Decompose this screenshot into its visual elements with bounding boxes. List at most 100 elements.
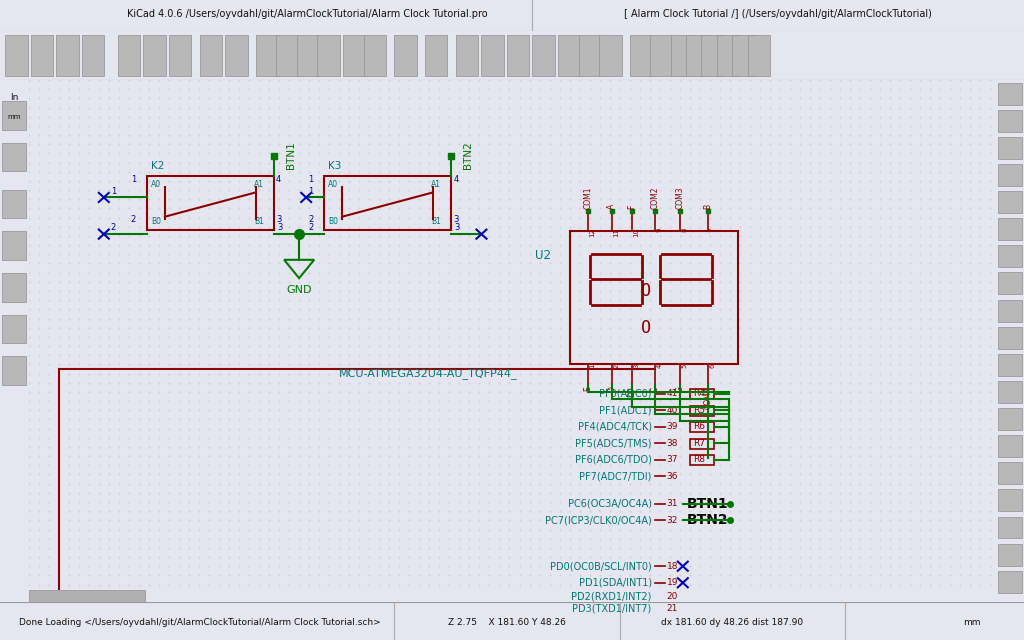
Bar [146,177,274,230]
Bar [169,35,191,76]
Text: 3: 3 [276,215,282,224]
Text: A0: A0 [328,180,338,189]
Bar [276,35,299,76]
Text: 32: 32 [667,516,678,525]
Text: 39: 39 [667,422,678,431]
Text: 10: 10 [634,228,640,237]
Bar [690,455,714,465]
Bar [532,35,555,76]
Text: O: O [641,319,650,337]
Bar [701,35,724,76]
Text: 2: 2 [613,364,620,368]
Bar [671,35,693,76]
Text: PF6(ADC6/TDO): PF6(ADC6/TDO) [574,455,651,465]
Text: PF7(ADC7/TDI): PF7(ADC7/TDI) [580,471,651,481]
Text: DP: DP [628,387,636,397]
Bar [690,406,714,416]
Text: O: O [641,282,650,300]
Bar [225,35,248,76]
Text: 6: 6 [710,364,716,368]
Text: 41: 41 [667,389,678,398]
Text: 1: 1 [131,175,136,184]
Text: 3: 3 [454,215,459,224]
Bar [2,101,27,129]
Text: 2: 2 [111,223,116,232]
Bar [2,356,27,385]
Text: 8: 8 [682,228,688,232]
Bar [690,422,714,432]
Text: PC6(OC3A/OC4A): PC6(OC3A/OC4A) [567,499,651,509]
Text: A: A [607,204,616,209]
Text: PC7(ICP3/CLK0/OC4A): PC7(ICP3/CLK0/OC4A) [545,515,651,525]
Text: BTN1: BTN1 [687,497,728,511]
Text: 20: 20 [667,592,678,601]
Text: F: F [628,205,636,209]
Text: BTN2: BTN2 [687,513,728,527]
Text: 1: 1 [111,187,116,196]
Text: BTN1: BTN1 [286,141,296,169]
Text: BTN2: BTN2 [464,141,473,169]
Text: B0: B0 [151,217,161,226]
Bar [343,35,366,76]
Bar [690,389,714,399]
Text: 1: 1 [308,187,313,196]
Bar [997,354,1022,376]
Bar [997,571,1022,593]
Text: PF0(ADC0): PF0(ADC0) [599,388,651,399]
Text: PD0(OC0B/SCL/INT0): PD0(OC0B/SCL/INT0) [550,561,651,572]
Text: D: D [607,387,616,392]
Text: C: C [650,387,659,392]
Text: 9: 9 [656,228,663,232]
Text: COM1: COM1 [583,187,592,209]
Bar [997,490,1022,511]
Bar [256,35,279,76]
Bar [630,35,652,76]
Text: [ Alarm Clock Tutorial /] (/Users/oyvdahl/git/AlarmClockTutorial): [ Alarm Clock Tutorial /] (/Users/oyvdah… [625,9,932,19]
Text: KiCad 4.0.6 /Users/oyvdahl/git/AlarmClockTutorial/Alarm Clock Tutorial.pro: KiCad 4.0.6 /Users/oyvdahl/git/AlarmCloc… [127,9,487,19]
Bar [2,273,27,301]
Text: K2: K2 [151,161,164,171]
Bar [56,35,79,76]
Bar [364,35,386,76]
Bar [481,35,504,76]
Bar [5,35,28,76]
Bar [690,438,714,449]
Text: A1: A1 [431,180,441,189]
Text: 2: 2 [308,215,313,224]
Bar [997,544,1022,566]
Bar [425,35,447,76]
Text: 3: 3 [455,223,460,232]
Text: 11: 11 [613,228,620,237]
Bar [507,35,529,76]
Text: A1: A1 [254,180,264,189]
Text: K3: K3 [328,161,342,171]
Bar [200,35,222,76]
Text: PD3(TXD1/INT7): PD3(TXD1/INT7) [572,604,651,613]
Bar [297,35,319,76]
Text: 2: 2 [308,223,313,232]
Text: 18: 18 [667,562,678,571]
Text: PD2(RXD1/INT2): PD2(RXD1/INT2) [571,591,651,602]
Bar [558,35,581,76]
Bar [997,462,1022,484]
Bar [394,35,417,76]
Bar [2,143,27,172]
Bar [997,218,1022,240]
Text: PF4(ADC4/TCK): PF4(ADC4/TCK) [578,422,651,432]
Bar [717,35,739,76]
Text: 37: 37 [667,455,678,464]
Text: mm: mm [7,114,22,120]
Text: B0: B0 [328,217,338,226]
Text: R4: R4 [693,389,705,398]
Text: 7: 7 [710,228,716,232]
Text: PD1(SDA/INT1): PD1(SDA/INT1) [579,578,651,588]
Text: COM3: COM3 [675,187,684,209]
Bar [686,35,709,76]
Bar [997,83,1022,104]
Bar [997,516,1022,538]
Text: 3: 3 [634,364,640,368]
Bar [118,35,140,76]
Bar [997,408,1022,430]
Bar [143,35,166,76]
Text: B1: B1 [254,217,264,226]
